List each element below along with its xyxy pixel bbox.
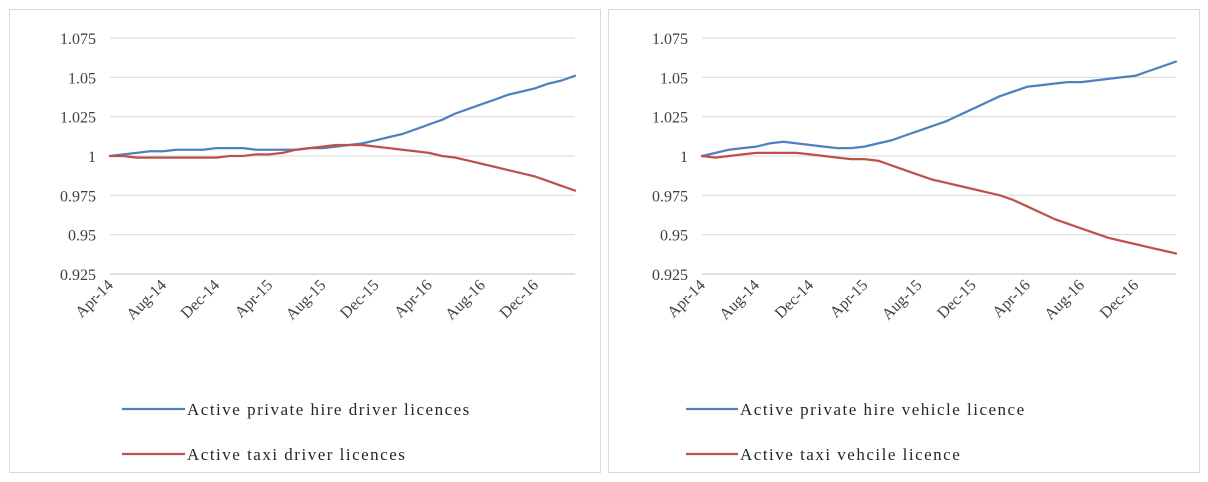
chart-panel-driver-licences: 1.075 1.05 1.025 1 0.975 0.95 0.925 Apr-14 Aug-1…	[9, 9, 601, 473]
series-line-2	[108, 143, 577, 192]
x-tick-label: Apr-15	[232, 277, 276, 321]
y-tick-label: 1.025	[60, 110, 96, 127]
y-tick-label: 0.95	[68, 228, 96, 245]
legend-label: Active private hire vehicle licence	[740, 400, 1026, 419]
x-tick-label: Dec-14	[772, 277, 817, 322]
y-tick-label: 1	[88, 149, 96, 166]
x-tick-label: Aug-16	[442, 277, 489, 324]
y-tick-label: 1	[680, 149, 688, 166]
y-tick-label: 1.05	[660, 70, 688, 87]
x-tick-label: Dec-14	[178, 277, 223, 322]
y-tick-label: 1.025	[652, 110, 688, 127]
y-tick-label: 0.975	[60, 188, 96, 205]
x-tick-label: Aug-15	[879, 277, 926, 324]
y-tick-label: 1.075	[60, 31, 96, 48]
legend-label: Active taxi driver licences	[187, 445, 406, 464]
y-tick-label: 0.925	[652, 267, 688, 284]
x-tick-label: Apr-15	[827, 277, 871, 321]
legend-label: Active taxi vehcile licence	[740, 445, 961, 464]
y-tick-label: 1.05	[68, 70, 96, 87]
x-tick-label: Dec-15	[934, 277, 979, 322]
x-tick-label: Aug-14	[716, 277, 763, 324]
x-tick-label: Dec-16	[497, 277, 542, 322]
x-tick-label: Aug-15	[283, 277, 330, 324]
legend-label: Active private hire driver licences	[187, 400, 471, 419]
x-tick-label: Aug-14	[123, 277, 170, 324]
y-tick-label: 0.95	[660, 228, 688, 245]
series-line-2	[700, 151, 1178, 255]
x-tick-label: Dec-15	[337, 277, 382, 322]
y-tick-label: 0.925	[60, 267, 96, 284]
series-line-1	[700, 60, 1178, 158]
x-tick-label: Apr-16	[391, 277, 435, 321]
y-tick-label: 0.975	[652, 188, 688, 205]
x-tick-label: Apr-16	[989, 277, 1033, 321]
x-tick-label: Aug-16	[1041, 277, 1088, 324]
chart-panel-vehicle-licences: 1.075 1.05 1.025 1 0.975 0.95 0.925 Apr-14 Aug-1…	[608, 9, 1200, 473]
y-tick-label: 1.075	[652, 31, 688, 48]
x-tick-label: Dec-16	[1097, 277, 1142, 322]
